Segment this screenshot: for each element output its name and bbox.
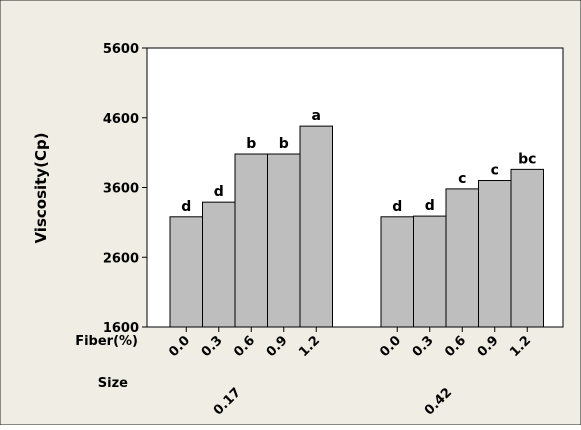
bar bbox=[478, 180, 512, 328]
significance-letter: d bbox=[214, 184, 224, 200]
significance-letter: d bbox=[392, 199, 402, 215]
significance-letter: c bbox=[458, 171, 466, 187]
significance-letter: c bbox=[491, 163, 499, 179]
y-tick-label: 5600 bbox=[103, 42, 139, 57]
y-tick-label: 2600 bbox=[103, 251, 139, 266]
fiber-row-label: Fiber(%) bbox=[75, 334, 138, 349]
bar bbox=[445, 188, 479, 328]
significance-letter: b bbox=[246, 136, 256, 152]
significance-letter: d bbox=[425, 198, 435, 214]
bar bbox=[169, 216, 203, 328]
bar bbox=[413, 215, 447, 328]
y-tick-label: 1600 bbox=[103, 321, 139, 336]
y-tick-label: 3600 bbox=[103, 182, 139, 197]
y-tick-label: 4600 bbox=[103, 112, 139, 127]
bar bbox=[202, 201, 236, 328]
bar bbox=[267, 153, 301, 328]
size-row-label: Size bbox=[98, 376, 128, 391]
bar bbox=[299, 125, 333, 328]
significance-letter: bc bbox=[518, 151, 536, 167]
bars-layer bbox=[169, 125, 544, 328]
significance-letter: a bbox=[312, 108, 321, 124]
y-axis: 1600 2600 3600 4600 5600 bbox=[103, 42, 147, 336]
bar bbox=[510, 168, 544, 328]
bar bbox=[380, 216, 414, 328]
significance-letter: b bbox=[279, 136, 289, 152]
y-axis-title: Viscosity(Cp) bbox=[32, 132, 50, 243]
bar bbox=[234, 153, 268, 328]
significance-letter: d bbox=[181, 199, 191, 215]
significance-letters: d d b b a d d c c bc bbox=[181, 108, 536, 215]
